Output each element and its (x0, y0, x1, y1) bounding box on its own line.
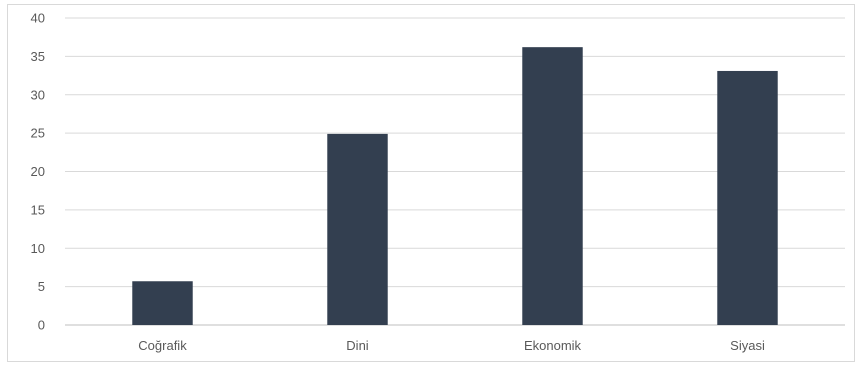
y-tick-label: 25 (31, 126, 45, 141)
y-tick-label: 35 (31, 49, 45, 64)
y-tick-label: 30 (31, 87, 45, 102)
bar-siyasi (717, 70, 778, 326)
y-tick-label: 40 (31, 11, 45, 26)
y-tick-label: 0 (38, 318, 45, 333)
x-tick-label: Coğrafik (138, 338, 187, 353)
y-tick-label: 10 (31, 241, 45, 256)
bar-dini (327, 133, 388, 325)
y-tick-label: 20 (31, 164, 45, 179)
x-tick-label: Ekonomik (524, 338, 582, 353)
y-tick-label: 15 (31, 202, 45, 217)
bar-ekonomik (522, 47, 583, 325)
x-tick-label: Siyasi (730, 338, 765, 353)
y-tick-label: 5 (38, 279, 45, 294)
bar-coğrafik (132, 281, 193, 325)
x-tick-label: Dini (346, 338, 369, 353)
